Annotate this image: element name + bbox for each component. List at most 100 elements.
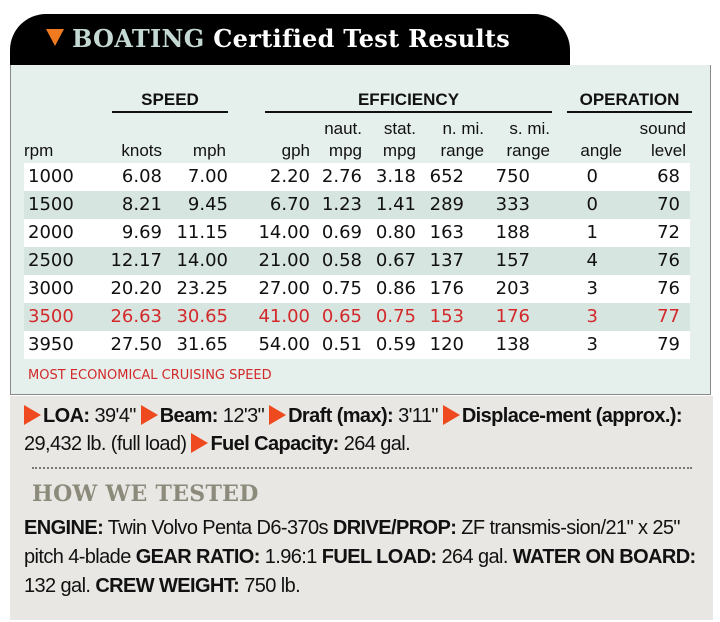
cell-rpm: 3000 [28,278,74,299]
cell-nmi-range: 289 [429,194,464,215]
test-label-water: WATER ON BOARD: [512,546,696,568]
cell-rpm: 3500 [28,306,74,327]
col-header-mph: mph [192,141,226,160]
cell-stat-mpg: 0.80 [375,222,416,243]
spec-label-beam: Beam: [159,405,219,427]
cell-mph: 14.00 [176,250,228,271]
cell-sound-level: 79 [657,334,680,355]
cell-sound-level: 77 [657,306,680,327]
cell-naut-mpg: 1.23 [321,194,362,215]
spec-label-fuel-capacity: Fuel Capacity: [210,433,339,455]
cell-stat-mpg: 3.18 [375,166,416,187]
test-value-crew-weight: 750 lb. [239,575,301,597]
page-title: BOATING Certified Test Results [46,24,510,53]
cell-knots: 9.69 [121,222,162,243]
test-label-gear-ratio: GEAR RATIO: [135,546,261,568]
cell-angle: 4 [586,250,598,271]
cell-smi-range: 333 [495,194,530,215]
cell-stat-mpg: 0.86 [375,278,416,299]
cell-smi-range: 138 [495,334,530,355]
cell-gph: 2.20 [269,166,310,187]
cell-smi-range: 203 [495,278,530,299]
boat-specs: LOA: 39'4" Beam: 12'3" Draft (max): 3'11… [24,402,704,458]
cell-rpm: 1500 [28,194,74,215]
col-header-rpm: rpm [24,141,54,160]
dotted-divider [32,467,692,469]
cell-nmi-range: 153 [429,306,464,327]
cell-angle: 3 [586,278,598,299]
table-footnote: MOST ECONOMICAL CRUISING SPEED [28,368,272,383]
group-operation-rule [567,111,692,113]
table-row: 1000 6.08 7.00 2.20 2.76 3.18 652 750 0 … [24,163,690,191]
cell-angle: 3 [586,334,598,355]
results-table-body: 1000 6.08 7.00 2.20 2.76 3.18 652 750 0 … [24,163,690,359]
cell-gph: 27.00 [258,278,310,299]
cell-knots: 12.17 [110,250,162,271]
spec-value-beam: 12'3" [217,405,265,427]
cell-mph: 30.65 [176,306,228,327]
cell-nmi-range: 120 [429,334,464,355]
cell-naut-mpg: 0.51 [321,334,362,355]
group-operation: OPERATION [579,90,680,109]
test-label-fuel-load: FUEL LOAD: [321,546,437,568]
spec-value-draft: 3'11" [393,405,438,427]
right-arrow-icon [269,405,287,425]
col-header-smi-l1: s. mi. [509,119,550,138]
right-arrow-icon [442,405,460,425]
cell-gph: 14.00 [258,222,310,243]
col-header-gph: gph [281,141,310,160]
how-we-tested-heading: HOW WE TESTED [32,481,259,507]
cell-rpm: 2000 [28,222,74,243]
cell-knots: 8.21 [121,194,162,215]
spec-value-loa: 39'4" [89,405,136,427]
col-header-nmi-range: range [440,141,484,160]
cell-smi-range: 157 [495,250,530,271]
cell-angle: 0 [586,166,598,187]
cell-mph: 31.65 [176,334,228,355]
spec-value-displacement: 29,432 lb. (full load) [24,433,187,455]
cell-rpm: 2500 [28,250,74,271]
group-efficiency: EFFICIENCY [357,90,460,109]
title-tab: BOATING Certified Test Results [10,14,570,66]
cell-nmi-range: 163 [429,222,464,243]
cell-sound-level: 76 [657,250,680,271]
cell-mph: 11.15 [176,222,228,243]
cell-gph: 41.00 [258,306,310,327]
cell-gph: 54.00 [258,334,310,355]
group-speed: SPEED [141,90,199,109]
cell-mph: 23.25 [176,278,228,299]
cell-knots: 20.20 [110,278,162,299]
cell-sound-level: 76 [657,278,680,299]
test-value-engine: Twin Volvo Penta D6-370s [103,517,333,539]
cell-knots: 6.08 [121,166,162,187]
cell-stat-mpg: 0.67 [375,250,416,271]
cell-naut-mpg: 0.65 [321,306,362,327]
group-efficiency-rule [265,111,552,113]
test-label-engine: ENGINE: [24,517,104,539]
cell-mph: 7.00 [187,166,228,187]
cell-rpm: 3950 [28,334,74,355]
cell-stat-mpg: 0.59 [375,334,416,355]
test-value-fuel-load: 264 gal. [436,546,513,568]
col-header-knots: knots [121,141,162,160]
right-arrow-icon [24,405,41,425]
cell-mph: 9.45 [187,194,228,215]
cell-rpm: 1000 [28,166,74,187]
specs-panel [10,396,713,620]
cell-knots: 26.63 [110,306,162,327]
down-triangle-icon [46,29,64,46]
test-label-crew-weight: CREW WEIGHT: [95,575,240,597]
cell-nmi-range: 137 [429,250,464,271]
cell-gph: 21.00 [258,250,310,271]
right-arrow-icon [140,405,158,425]
col-header-sound-level: level [651,141,686,160]
test-label-drive-prop: DRIVE/PROP: [332,517,457,539]
right-arrow-icon [191,433,209,453]
spec-value-fuel-capacity: 264 gal. [338,433,411,455]
cell-nmi-range: 652 [429,166,464,187]
table-row: 3950 27.50 31.65 54.00 0.51 0.59 120 138… [24,331,690,359]
spec-label-loa: LOA: [43,405,90,427]
cell-sound-level: 68 [657,166,680,187]
col-header-sound-l1: sound [639,119,686,138]
cell-smi-range: 750 [495,166,530,187]
